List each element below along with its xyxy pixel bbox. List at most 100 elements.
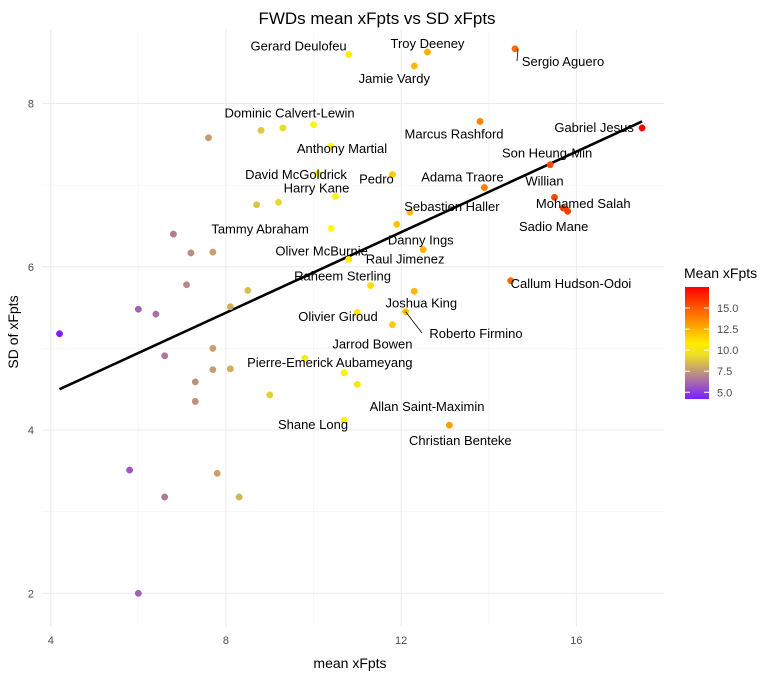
data-point [226,303,234,311]
legend-tick-label: 7.5 [717,366,732,378]
label-connector [516,48,519,62]
point-label: Sebastien Haller [404,199,500,214]
y-tick-label: 6 [28,262,34,274]
point-label: Danny Ings [388,232,454,247]
data-point [480,184,488,192]
data-point [183,281,190,289]
color-legend: Mean xFpts 5.0 7.5 10.0 12.5 15.0 [684,265,757,399]
data-point [235,493,243,501]
legend-tick-label: 12.5 [717,324,738,336]
trend-line-group [58,120,643,391]
data-points [56,45,646,597]
data-point [226,365,234,373]
y-tick-label: 8 [28,98,34,110]
axes: 4 8 12 16 2 4 6 8 [28,98,583,647]
data-point [551,193,558,201]
legend-tick-label: 10.0 [717,345,738,357]
trend-line [58,120,643,391]
legend-tick-label: 15.0 [717,303,738,315]
point-label: Allan Saint-Maximin [370,399,485,414]
label-connector [405,311,423,334]
point-label: Sadio Mane [519,219,588,234]
point-label: Callum Hudson-Odoi [511,276,632,291]
data-point [209,344,217,352]
point-labels: Gerard Deulofeu Troy Deeney Sergio Aguero J… [211,36,634,448]
point-label: David McGoldrick [245,167,347,182]
point-label: Anthony Martial [297,141,387,156]
point-label: Pierre-Emerick Aubameyang [247,355,412,370]
data-point [419,246,427,254]
point-label: Raul Jimenez [366,252,445,267]
grid [42,30,664,626]
chart-title: FWDs mean xFpts vs SD xFpts [258,9,495,28]
data-point [340,416,348,424]
data-point [205,134,212,142]
data-point [279,124,287,132]
point-label: Sergio Aguero [522,54,604,69]
data-point [546,161,554,169]
data-point [209,248,217,256]
point-label: Oliver McBurnie [275,243,367,258]
point-label: Mohamed Salah [536,196,631,211]
data-point [161,493,169,501]
data-point [345,255,353,263]
data-point [564,207,572,215]
data-point [161,352,169,360]
point-label: Dominic Calvert-Lewin [225,106,355,121]
data-point [476,117,484,125]
point-label: Roberto Firmino [429,326,522,341]
point-label: Pedro [359,172,394,187]
data-point [213,469,221,477]
point-label: Gerard Deulofeu [251,38,347,53]
x-tick-label: 16 [570,635,582,647]
legend-colorbar [685,287,709,399]
point-label: Troy Deeney [390,36,464,51]
legend-title: Mean xFpts [684,265,757,281]
data-point [187,249,195,257]
point-label: Shane Long [278,417,348,432]
point-label: Son Heung-Min [502,146,592,161]
data-point [56,330,63,338]
point-label: Gabriel Jesus [554,120,634,135]
point-label: Christian Benteke [409,433,512,448]
data-point [332,193,339,201]
data-point [169,230,177,238]
point-label: Jarrod Bowen [332,337,412,352]
point-label: Jamie Vardy [359,71,431,86]
data-point [191,378,199,386]
data-point [445,421,453,429]
data-point [353,380,361,388]
data-point [275,198,282,206]
data-point [424,48,431,56]
y-tick-label: 2 [28,588,34,600]
legend-tick-label: 5.0 [717,387,732,399]
data-point [152,310,160,318]
point-label: Willian [525,173,563,188]
x-axis-title: mean xFpts [313,655,386,671]
point-label: Adama Traore [421,170,503,185]
data-point [134,589,142,597]
y-tick-label: 4 [28,425,34,437]
data-point [327,224,335,232]
data-point [410,287,418,295]
data-point [327,142,335,150]
point-label: Harry Kane [284,181,350,196]
x-tick-label: 8 [223,635,229,647]
point-label: Joshua King [386,295,458,310]
data-point [134,305,142,313]
data-point [367,282,374,289]
point-label: Tammy Abraham [211,221,309,236]
point-label: Raheem Sterling [294,269,391,284]
data-point [191,398,199,405]
data-point [388,171,396,178]
data-point [410,62,418,70]
data-point [388,321,396,329]
data-point [340,369,348,377]
data-point [209,366,217,374]
data-point [345,51,353,58]
data-point [393,220,401,228]
data-point [353,309,361,316]
point-label: Olivier Giroud [298,309,377,324]
